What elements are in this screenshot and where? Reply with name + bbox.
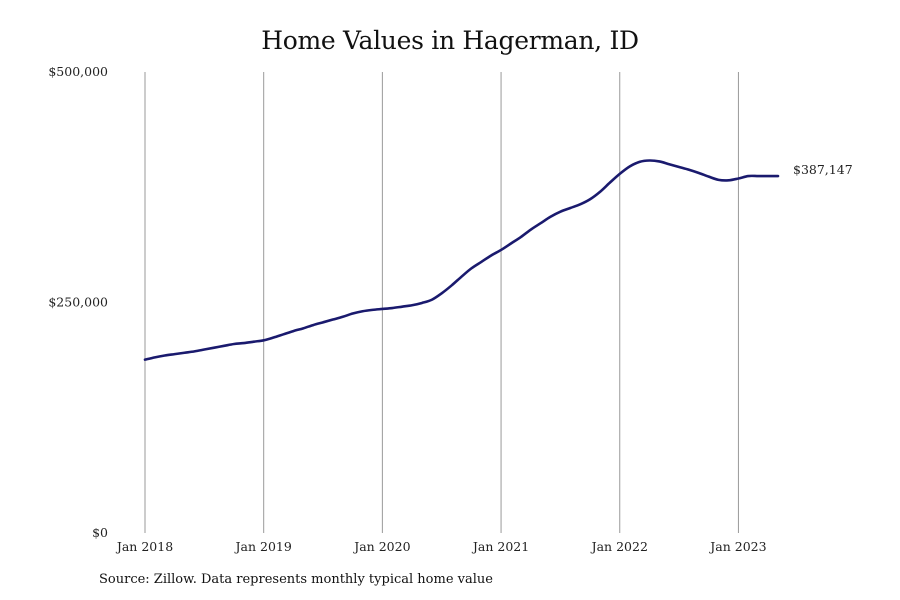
series-layer xyxy=(143,159,780,361)
source-note: Source: Zillow. Data represents monthly … xyxy=(99,572,493,587)
x-tick-label: Jan 2022 xyxy=(590,539,648,554)
x-tick-label: Jan 2019 xyxy=(234,539,292,554)
y-tick-label: $0 xyxy=(92,525,108,540)
x-tick-label: Jan 2023 xyxy=(708,539,766,554)
y-tick-label: $250,000 xyxy=(48,295,108,310)
x-tick-label: Jan 2021 xyxy=(471,539,529,554)
gridlines xyxy=(144,72,739,533)
x-tick-label: Jan 2020 xyxy=(352,539,410,554)
end-value-label: $387,147 xyxy=(793,162,853,177)
y-tick-label: $500,000 xyxy=(48,64,108,79)
x-axis-ticks: Jan 2018 Jan 2019 Jan 2020 Jan 2021 Jan 2022… xyxy=(115,539,767,554)
end-label-layer: $387,147 xyxy=(793,162,853,177)
x-tick-label: Jan 2018 xyxy=(115,539,173,554)
series-line xyxy=(143,159,780,361)
y-axis-ticks: $0 $250,000 $500,000 xyxy=(48,64,108,540)
chart-title: Home Values in Hagerman, ID xyxy=(261,26,639,55)
